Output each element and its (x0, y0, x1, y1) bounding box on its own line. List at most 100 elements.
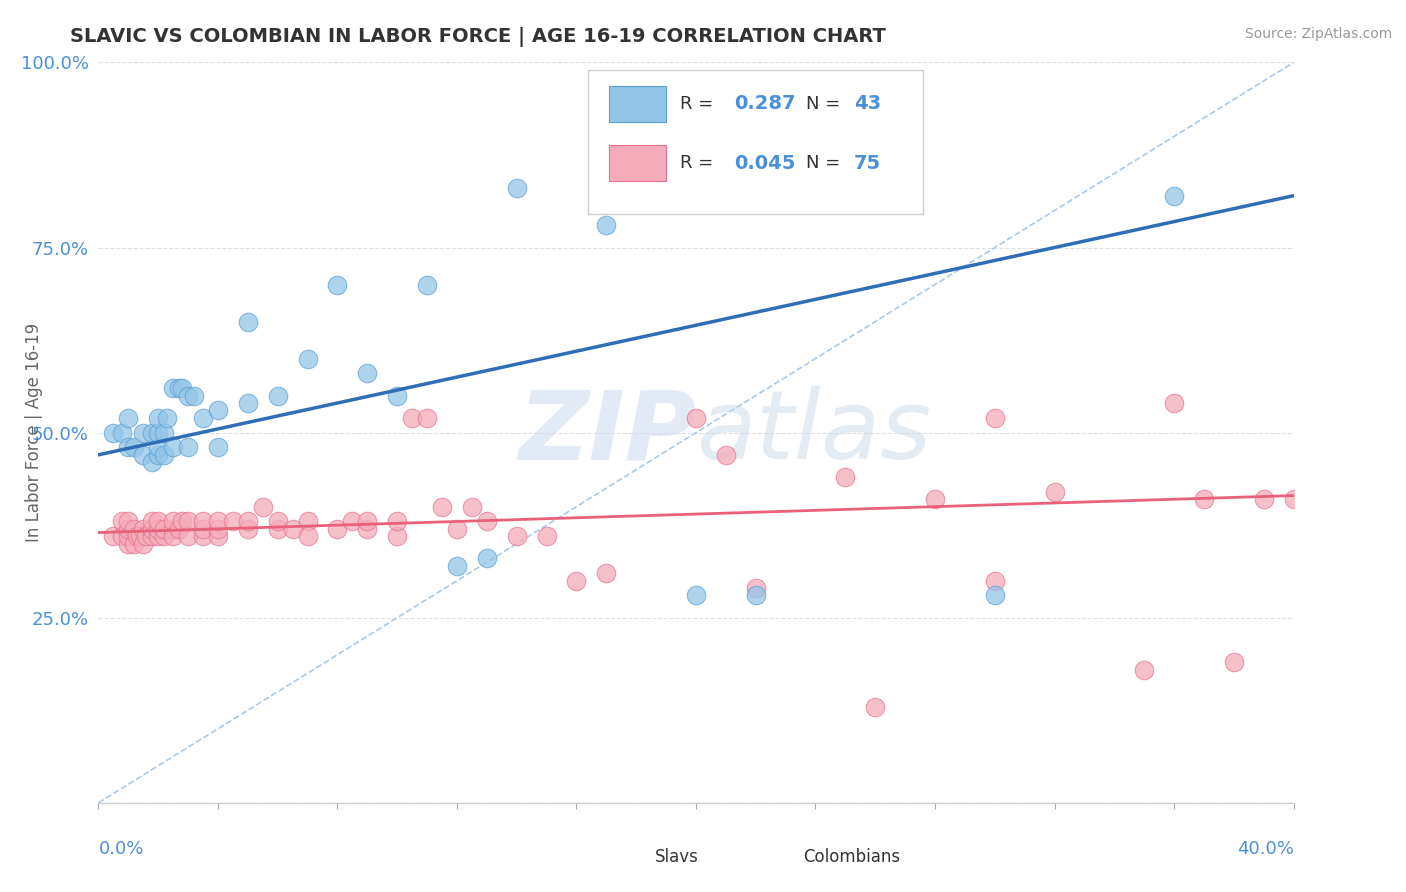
Point (162, 515, 184, 529)
Point (183, 388, 205, 402)
Point (111, 425, 134, 440)
Text: R =: R = (681, 154, 714, 172)
FancyBboxPatch shape (589, 70, 922, 214)
Point (117, 529, 139, 543)
Point (167, 522, 190, 536)
Point (141, 425, 163, 440)
Point (1223, 655, 1246, 669)
Point (135, 529, 157, 543)
Point (356, 515, 378, 529)
Text: Slavs: Slavs (655, 848, 699, 866)
Point (1253, 492, 1275, 507)
Point (127, 529, 149, 543)
Point (267, 515, 290, 529)
Text: 0.287: 0.287 (734, 95, 796, 113)
Point (267, 388, 290, 402)
Text: SLAVIC VS COLOMBIAN IN LABOR FORCE | AGE 16-19 CORRELATION CHART: SLAVIC VS COLOMBIAN IN LABOR FORCE | AGE… (70, 27, 886, 46)
Point (153, 529, 176, 543)
Point (132, 536, 155, 550)
Point (745, 589, 768, 603)
Point (595, 219, 617, 233)
Point (342, 515, 364, 529)
Point (117, 522, 139, 536)
Point (475, 551, 498, 566)
Text: atlas: atlas (696, 386, 931, 479)
Text: 75: 75 (853, 153, 880, 173)
Text: Source: ZipAtlas.com: Source: ZipAtlas.com (1244, 27, 1392, 41)
Point (141, 515, 163, 529)
Point (153, 522, 176, 536)
Point (162, 441, 184, 455)
Point (177, 529, 200, 543)
Point (865, 699, 887, 714)
Point (506, 529, 529, 543)
Point (356, 367, 378, 381)
Point (191, 410, 214, 425)
Point (172, 381, 194, 395)
Text: R =: R = (681, 95, 714, 113)
Point (595, 566, 617, 581)
Point (297, 529, 319, 543)
Text: 0.045: 0.045 (734, 153, 796, 173)
Point (172, 515, 194, 529)
Y-axis label: In Labor Force | Age 16-19: In Labor Force | Age 16-19 (25, 323, 42, 542)
Point (177, 441, 200, 455)
Point (236, 522, 259, 536)
Point (984, 410, 1007, 425)
Point (685, 410, 707, 425)
Point (207, 515, 229, 529)
Point (124, 522, 146, 536)
Point (129, 529, 152, 543)
Point (984, 574, 1007, 588)
Point (162, 381, 184, 395)
Point (446, 558, 468, 573)
Point (326, 277, 349, 292)
Point (117, 515, 139, 529)
Point (1133, 663, 1156, 677)
Point (281, 522, 304, 536)
Point (356, 522, 378, 536)
Point (124, 536, 146, 550)
Point (191, 515, 214, 529)
Point (385, 515, 409, 529)
Point (117, 536, 139, 550)
Point (385, 529, 409, 543)
Point (162, 522, 184, 536)
Point (236, 515, 259, 529)
Point (236, 314, 259, 328)
Text: Colombians: Colombians (804, 848, 901, 866)
Point (207, 522, 229, 536)
Point (191, 529, 214, 543)
Point (191, 522, 214, 536)
FancyBboxPatch shape (749, 846, 796, 870)
Text: 0.0%: 0.0% (98, 840, 143, 858)
Point (141, 529, 163, 543)
Point (416, 277, 439, 292)
Point (297, 515, 319, 529)
Text: 43: 43 (853, 95, 880, 113)
Point (117, 441, 139, 455)
Point (924, 492, 946, 507)
Point (385, 388, 409, 402)
Point (124, 441, 146, 455)
Text: 40.0%: 40.0% (1237, 840, 1294, 858)
Point (177, 515, 200, 529)
Point (148, 515, 170, 529)
Point (416, 410, 439, 425)
Point (207, 529, 229, 543)
Point (103, 425, 125, 440)
Point (1163, 188, 1185, 202)
Point (148, 448, 170, 462)
Point (565, 574, 588, 588)
Point (236, 396, 259, 410)
Point (536, 529, 558, 543)
Text: N =: N = (806, 95, 841, 113)
Point (148, 425, 170, 440)
Point (177, 388, 200, 402)
Point (1043, 484, 1066, 499)
FancyBboxPatch shape (609, 145, 666, 181)
Point (461, 500, 484, 514)
Point (326, 522, 349, 536)
Point (156, 410, 179, 425)
Point (475, 515, 498, 529)
